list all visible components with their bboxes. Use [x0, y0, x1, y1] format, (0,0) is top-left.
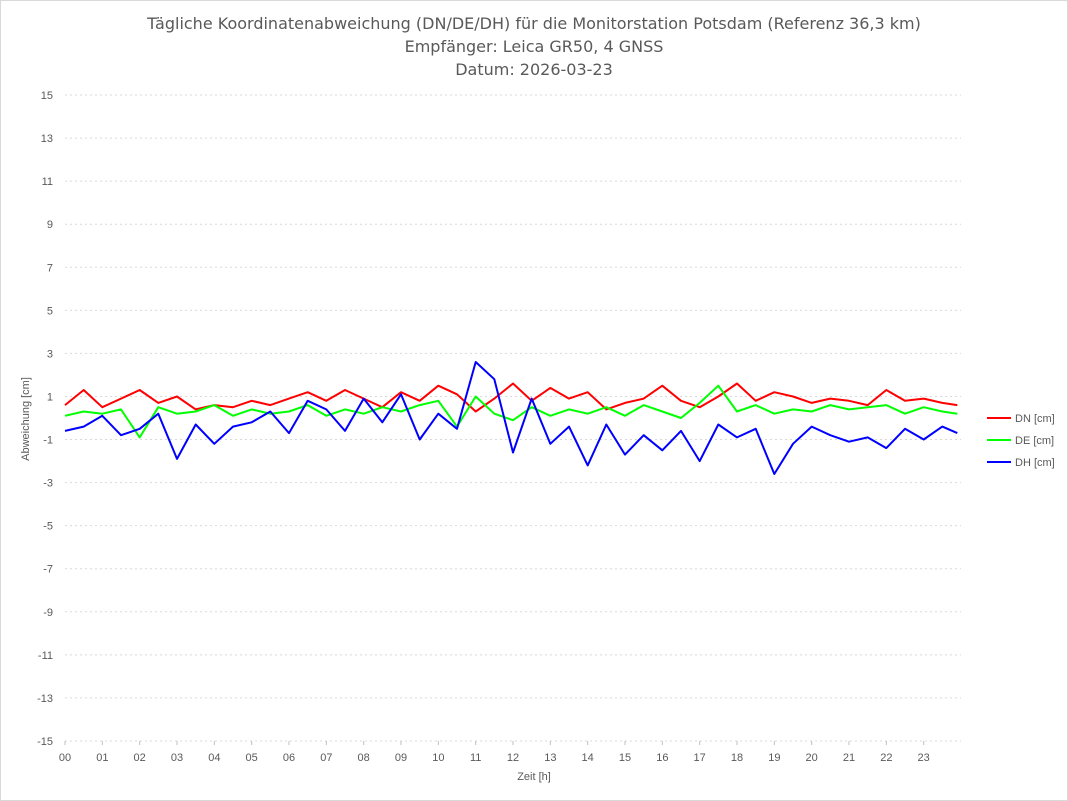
x-tick-label: 11 — [470, 752, 481, 764]
legend-entry: DN [cm] — [1015, 413, 1055, 425]
x-tick-label: 15 — [619, 752, 631, 764]
chart-title-line-1: Tägliche Koordinatenabweichung (DN/DE/DH… — [146, 14, 921, 33]
x-tick-label: 12 — [507, 752, 519, 764]
x-tick-label: 06 — [283, 752, 295, 764]
x-tick-label: 05 — [246, 752, 258, 764]
y-axis-ticks: 15 13 11 9 7 5 3 1 -1 -3 -5 -7 -9 -11 -13 -15 — [37, 90, 53, 748]
x-tick-label: 04 — [208, 752, 220, 764]
legend-entry: DH [cm] — [1015, 457, 1055, 469]
y-tick-label: -15 — [37, 736, 53, 748]
x-tick-label: 03 — [171, 752, 183, 764]
y-tick-label: 7 — [47, 262, 53, 274]
x-tick-label: 17 — [694, 752, 706, 764]
legend: DN [cm] DE [cm] DH [cm] — [987, 413, 1055, 469]
x-tick-label: 13 — [544, 752, 556, 764]
y-tick-label: -9 — [43, 607, 53, 619]
y-tick-label: 13 — [41, 133, 53, 145]
x-tick-label: 18 — [731, 752, 743, 764]
x-tick-label: 22 — [880, 752, 892, 764]
y-axis-label: Abweichung [cm] — [20, 377, 32, 461]
y-tick-label: -13 — [37, 693, 53, 705]
y-tick-label: 11 — [42, 176, 53, 188]
y-tick-label: -7 — [43, 564, 53, 576]
x-tick-label: 00 — [59, 752, 71, 764]
x-tick-label: 19 — [768, 752, 780, 764]
series-line-dh — [64, 361, 958, 475]
y-tick-label: 3 — [47, 348, 53, 360]
y-tick-label: -3 — [43, 478, 53, 490]
x-tick-label: 02 — [134, 752, 146, 764]
x-tick-label: 16 — [656, 752, 668, 764]
x-axis-ticks: 00 01 02 03 04 05 06 07 08 09 10 11 12 13 14 15 16 17 18 19… — [59, 741, 930, 764]
x-tick-label: 10 — [432, 752, 444, 764]
y-tick-label: 15 — [41, 90, 53, 102]
legend-entry: DE [cm] — [1015, 435, 1054, 447]
x-tick-label: 07 — [320, 752, 332, 764]
chart-title-line-3: Datum: 2026-03-23 — [455, 60, 613, 79]
grid-lines — [65, 94, 961, 742]
x-tick-label: 09 — [395, 752, 407, 764]
x-tick-label: 23 — [918, 752, 930, 764]
x-axis-label: Zeit [h] — [517, 771, 551, 783]
series-line-de — [64, 384, 958, 439]
x-tick-label: 21 — [843, 752, 855, 764]
x-tick-label: 14 — [582, 752, 594, 764]
y-tick-label: 5 — [47, 305, 53, 317]
x-tick-label: 08 — [358, 752, 370, 764]
series-lines — [64, 361, 958, 475]
x-tick-label: 20 — [806, 752, 818, 764]
x-tick-label: 01 — [96, 752, 108, 764]
y-tick-label: -5 — [43, 521, 53, 533]
y-tick-label: 1 — [47, 391, 53, 403]
chart-title-line-2: Empfänger: Leica GR50, 4 GNSS — [405, 37, 664, 56]
y-tick-label: -1 — [43, 435, 53, 447]
y-tick-label: 9 — [47, 219, 53, 231]
y-tick-label: -11 — [38, 650, 53, 662]
